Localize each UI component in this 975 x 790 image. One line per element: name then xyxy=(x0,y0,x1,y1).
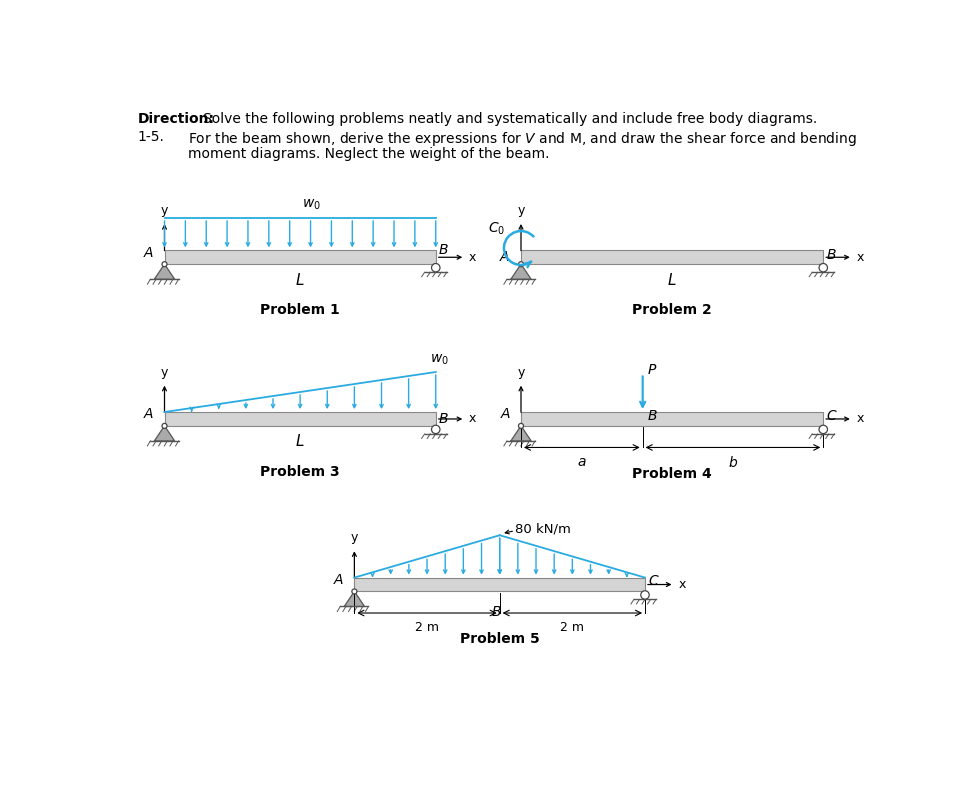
Text: $w_0$: $w_0$ xyxy=(302,198,321,212)
Text: Problem 3: Problem 3 xyxy=(260,465,340,479)
Text: C: C xyxy=(827,409,837,423)
Circle shape xyxy=(162,261,167,267)
Text: A: A xyxy=(500,250,509,265)
Text: $L$: $L$ xyxy=(667,272,677,288)
Circle shape xyxy=(641,591,649,599)
Text: A: A xyxy=(334,573,343,587)
Text: B: B xyxy=(648,409,657,423)
Polygon shape xyxy=(511,426,531,441)
Text: $C_0$: $C_0$ xyxy=(488,220,505,237)
Circle shape xyxy=(432,264,440,272)
Circle shape xyxy=(432,425,440,434)
Text: moment diagrams. Neglect the weight of the beam.: moment diagrams. Neglect the weight of t… xyxy=(188,147,549,161)
Text: B: B xyxy=(491,605,501,619)
Text: Problem 1: Problem 1 xyxy=(260,303,340,318)
Text: $b$: $b$ xyxy=(728,455,738,470)
Text: A: A xyxy=(144,408,154,421)
Text: y: y xyxy=(351,532,358,544)
Circle shape xyxy=(352,589,357,594)
Circle shape xyxy=(819,425,828,434)
Text: $L$: $L$ xyxy=(295,433,305,450)
Text: P: P xyxy=(648,363,656,378)
Text: x: x xyxy=(469,250,477,264)
Text: Problem 4: Problem 4 xyxy=(632,467,712,480)
Polygon shape xyxy=(154,426,175,441)
Text: x: x xyxy=(857,250,864,264)
Text: B: B xyxy=(439,243,448,257)
Text: 1-5.: 1-5. xyxy=(137,130,164,145)
Circle shape xyxy=(519,261,524,267)
Text: 80 kN/m: 80 kN/m xyxy=(515,522,571,536)
Polygon shape xyxy=(154,264,175,279)
Text: B: B xyxy=(827,248,836,262)
Text: A: A xyxy=(144,246,154,260)
Bar xyxy=(354,577,645,592)
Text: $w_0$: $w_0$ xyxy=(430,353,449,367)
Text: y: y xyxy=(518,366,525,379)
Circle shape xyxy=(519,423,524,428)
Text: Problem 5: Problem 5 xyxy=(460,632,539,646)
Bar xyxy=(165,250,436,264)
Text: y: y xyxy=(161,366,168,379)
Text: $L$: $L$ xyxy=(295,272,305,288)
Bar xyxy=(521,250,823,264)
Text: B: B xyxy=(439,412,448,426)
Text: A: A xyxy=(500,408,510,421)
Circle shape xyxy=(162,423,167,428)
Text: Problem 2: Problem 2 xyxy=(632,303,712,318)
Text: Solve the following problems neatly and systematically and include free body dia: Solve the following problems neatly and … xyxy=(203,111,817,126)
Text: $a$: $a$ xyxy=(577,455,587,469)
Bar xyxy=(165,412,436,426)
Text: 2 m: 2 m xyxy=(415,621,439,634)
Text: Direction:: Direction: xyxy=(137,111,214,126)
Circle shape xyxy=(819,264,828,272)
Text: x: x xyxy=(679,578,685,591)
Text: y: y xyxy=(161,205,168,217)
Text: For the beam shown, derive the expressions for $V$ and M, and draw the shear for: For the beam shown, derive the expressio… xyxy=(188,130,857,149)
Text: C: C xyxy=(648,574,658,589)
Polygon shape xyxy=(511,264,531,279)
Text: 2 m: 2 m xyxy=(561,621,584,634)
Text: x: x xyxy=(857,412,864,426)
Bar xyxy=(521,412,823,426)
Text: x: x xyxy=(469,412,477,426)
Polygon shape xyxy=(344,592,365,607)
Text: y: y xyxy=(518,205,525,217)
